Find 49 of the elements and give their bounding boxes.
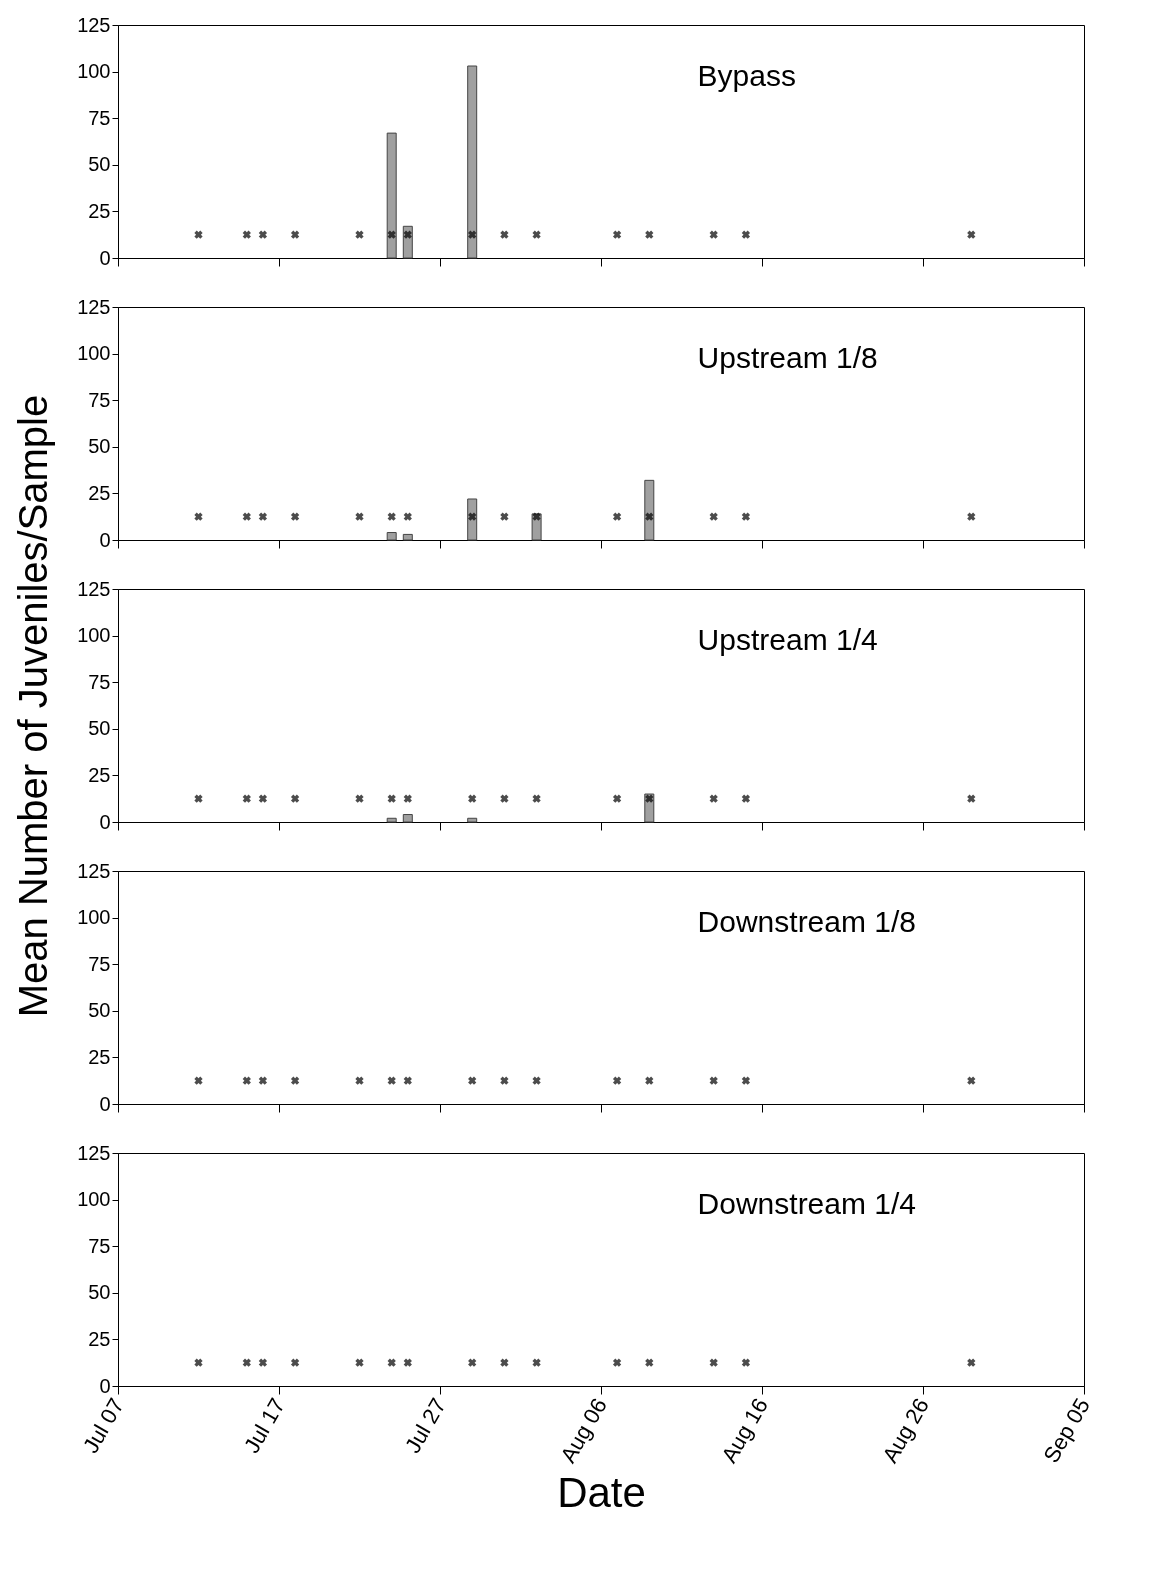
y-tick-label: 100 [77, 60, 111, 83]
y-tick-label: 125 [77, 577, 111, 600]
y-tick-label: 0 [99, 1374, 111, 1397]
x-tick-label: Jul 07 [77, 1394, 129, 1458]
text: Bypass [697, 59, 796, 92]
y-tick-label: 25 [88, 199, 111, 222]
y-tick-label: 50 [88, 999, 111, 1022]
bar [402, 814, 413, 823]
bar [644, 479, 655, 541]
x-tick-label: Jul 27 [399, 1394, 451, 1458]
y-tick-label: 125 [77, 1141, 111, 1164]
y-tick-label: 0 [99, 810, 111, 833]
y-tick-label: 50 [88, 435, 111, 458]
y-tick-label: 100 [77, 1188, 111, 1211]
bar [386, 532, 397, 541]
y-tick-label: 75 [88, 952, 111, 975]
y-tick-label: 75 [88, 1234, 111, 1257]
y-tick-label: 125 [77, 295, 111, 318]
x-axis-title: Date [557, 1469, 646, 1517]
y-tick-label: 50 [88, 717, 111, 740]
y-tick-label: 25 [88, 481, 111, 504]
bar [467, 817, 478, 823]
y-tick-label: 75 [88, 106, 111, 129]
x-tick-label: Jul 17 [238, 1394, 290, 1458]
bar [402, 533, 413, 541]
y-tick-label: 0 [99, 1092, 111, 1115]
y-tick-label: 50 [88, 1281, 111, 1304]
y-tick-label: 100 [77, 906, 111, 929]
y-tick-label: 100 [77, 624, 111, 647]
y-tick-label: 0 [99, 246, 111, 269]
y-tick-label: 125 [77, 13, 111, 36]
bar [386, 817, 397, 823]
text: Downstream 1/4 [697, 1187, 917, 1220]
y-tick-label: 75 [88, 388, 111, 411]
y-tick-label: 0 [99, 528, 111, 551]
text: Upstream 1/8 [697, 341, 878, 374]
x-tick-label: Sep 05 [1038, 1394, 1095, 1467]
bar [467, 65, 478, 259]
y-tick-label: 25 [88, 763, 111, 786]
text: Upstream 1/4 [697, 623, 878, 656]
y-tick-label: 25 [88, 1045, 111, 1068]
y-axis-title: Mean Number of Juveniles/Sample [11, 394, 56, 1018]
y-tick-label: 125 [77, 859, 111, 882]
y-tick-label: 25 [88, 1327, 111, 1350]
y-tick-label: 75 [88, 670, 111, 693]
y-tick-label: 100 [77, 342, 111, 365]
y-tick-label: 50 [88, 153, 111, 176]
text: Downstream 1/8 [697, 905, 917, 938]
bar [386, 132, 397, 259]
